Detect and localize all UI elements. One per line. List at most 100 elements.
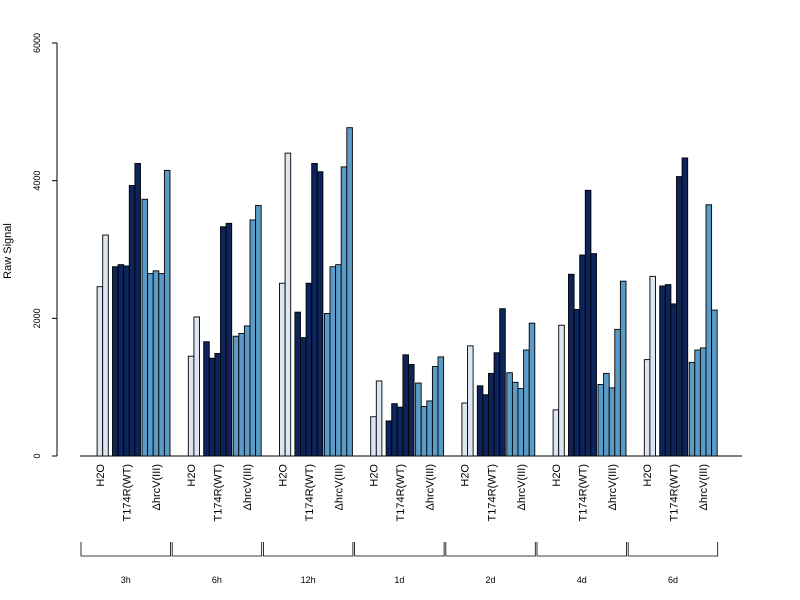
category-label: ΔhrcV(III) xyxy=(607,464,619,510)
bar xyxy=(597,383,605,457)
category-label: T174R(WT) xyxy=(213,464,225,521)
bar xyxy=(329,266,337,457)
group-bracket xyxy=(445,542,536,557)
group-bracket xyxy=(80,542,171,557)
category-label: ΔhrcV(III) xyxy=(425,464,437,510)
bars xyxy=(96,127,718,457)
bar xyxy=(249,219,257,457)
bar xyxy=(193,316,200,457)
bar xyxy=(141,198,149,457)
bar xyxy=(643,359,651,457)
bar xyxy=(517,388,525,457)
bar xyxy=(511,381,519,457)
bar xyxy=(506,372,513,457)
category-label: T174R(WT) xyxy=(122,464,134,521)
bar xyxy=(461,402,468,457)
y-tick-label: 4000 xyxy=(32,171,42,191)
bar xyxy=(396,406,404,457)
group-label: 4d xyxy=(577,575,587,585)
bar xyxy=(385,420,393,457)
category-label: H2O xyxy=(186,464,198,487)
category-label: ΔhrcV(III) xyxy=(242,464,254,510)
bar xyxy=(346,127,353,457)
bar xyxy=(420,405,428,457)
category-label: T174R(WT) xyxy=(486,464,498,521)
category-label: ΔhrcV(III) xyxy=(516,464,528,510)
bar xyxy=(391,403,398,457)
y-axis-label: Raw Signal xyxy=(2,223,14,279)
bar xyxy=(664,284,672,457)
time-groups: 3h 6h 12h 1d 2d 4d 6d xyxy=(80,542,719,585)
bar xyxy=(117,264,125,457)
bar xyxy=(134,163,141,457)
bar xyxy=(340,166,348,457)
category-label: T174R(WT) xyxy=(578,464,590,521)
group-label: 6h xyxy=(212,575,222,585)
bar xyxy=(670,303,677,457)
category-label: H2O xyxy=(369,464,381,487)
bar xyxy=(402,354,409,457)
group-bracket xyxy=(354,542,445,557)
bar xyxy=(711,309,718,457)
group-label: 6d xyxy=(668,575,678,585)
bar xyxy=(568,273,575,457)
bar xyxy=(128,185,136,457)
bar xyxy=(676,176,683,457)
bar xyxy=(102,234,109,457)
y-tick-label: 6000 xyxy=(32,33,42,53)
bar xyxy=(437,356,445,457)
bar xyxy=(431,366,439,457)
bar xyxy=(482,394,489,457)
bar xyxy=(467,345,474,457)
category-label: ΔhrcV(III) xyxy=(333,464,345,510)
bar xyxy=(208,357,216,457)
bar xyxy=(203,341,210,457)
bar xyxy=(584,189,592,457)
group-label: 12h xyxy=(301,575,316,585)
category-labels: H2O T174R(WT) ΔhrcV(III) H2O T174R(WT) ΔhrcV(… xyxy=(95,464,710,522)
bar xyxy=(112,266,119,457)
bar xyxy=(147,273,154,457)
group-label: 2d xyxy=(485,575,495,585)
bar xyxy=(214,352,221,457)
bar xyxy=(305,282,313,457)
group-bracket xyxy=(171,542,263,557)
bar xyxy=(579,254,586,457)
y-axis: 0 2000 4000 6000 xyxy=(32,33,58,459)
bar xyxy=(243,325,251,457)
bar xyxy=(552,409,560,457)
bar xyxy=(300,337,307,457)
bar xyxy=(152,270,160,457)
category-label: H2O xyxy=(642,464,654,487)
bar xyxy=(335,264,342,457)
bar xyxy=(614,328,621,457)
bar xyxy=(408,364,415,457)
bar xyxy=(528,322,536,457)
bar xyxy=(688,361,696,457)
group-bracket xyxy=(536,542,627,557)
bar xyxy=(558,324,565,457)
group-label: 1d xyxy=(394,575,404,585)
category-label: ΔhrcV(III) xyxy=(698,464,710,510)
bar xyxy=(158,273,165,457)
bar xyxy=(232,335,240,457)
bar xyxy=(608,387,616,457)
category-label: ΔhrcV(III) xyxy=(151,464,163,510)
bar xyxy=(96,286,104,457)
bar xyxy=(426,400,433,457)
bar xyxy=(294,311,301,457)
category-label: H2O xyxy=(277,464,289,487)
bar xyxy=(523,349,530,457)
bar xyxy=(476,385,484,457)
category-label: H2O xyxy=(95,464,107,487)
bar xyxy=(375,380,383,457)
bar xyxy=(238,333,245,457)
bar xyxy=(323,313,331,457)
bar xyxy=(316,171,324,457)
bar xyxy=(649,275,656,457)
bar xyxy=(488,372,495,457)
bar xyxy=(619,280,627,457)
bar xyxy=(311,163,318,457)
bar xyxy=(370,416,377,457)
group-bracket xyxy=(263,542,354,557)
